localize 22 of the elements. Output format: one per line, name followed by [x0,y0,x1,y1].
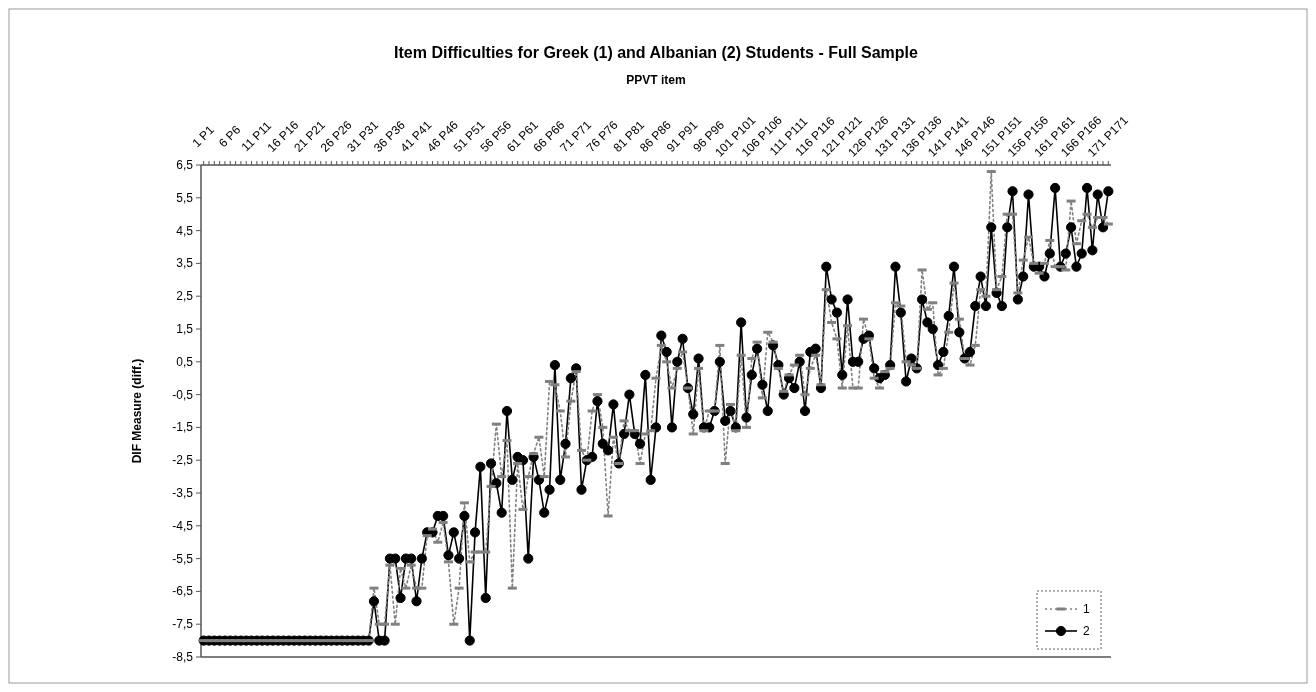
y-tick-label: 0,5 [176,354,194,369]
legend-label: 2 [1083,624,1090,638]
y-tick-label: 5,5 [176,190,194,205]
y-tick-label: -0,5 [172,387,194,402]
y-tick-label: -4,5 [172,518,194,533]
x-axis-title: PPVT item [626,73,686,87]
y-axis-title: DIF Measure (diff.) [130,358,144,464]
y-tick-label: 3,5 [176,256,194,271]
y-tick-label: -3,5 [172,486,194,500]
y-tick-label: -8,5 [172,650,194,664]
chart-title: Item Difficulties for Greek (1) and Albanian (2) Students - Full Sample [394,44,919,61]
y-tick-label: -1,5 [172,420,194,435]
y-tick-label: -7,5 [172,617,194,632]
legend-label: 1 [1083,602,1090,616]
x-tick-label: 1 P1 [189,122,217,151]
y-tick-label: -5,5 [172,551,194,566]
y-tick-label: -6,5 [172,584,194,599]
y-tick-label: 1,5 [176,322,194,336]
y-tick-label: 6,5 [176,158,194,172]
y-tick-label: 4,5 [176,223,194,238]
y-tick-label: -2,5 [172,453,194,468]
y-tick-label: 2,5 [176,289,194,304]
